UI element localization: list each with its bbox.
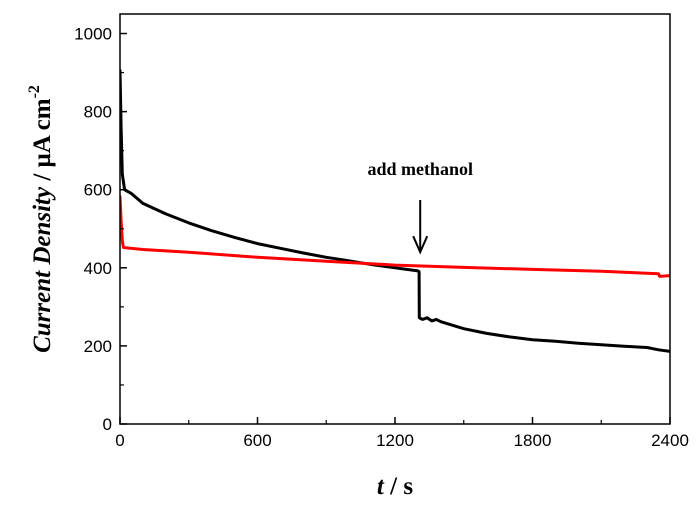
y-tick-label: 400	[84, 259, 112, 278]
plot-frame	[119, 13, 671, 425]
ticks-layer: 0 600 1200 1800 2400 0 200 400 600 800 1000	[74, 25, 689, 450]
x-tick-label: 600	[243, 431, 271, 450]
y-tick-label: 800	[84, 103, 112, 122]
series-line-2	[120, 195, 670, 278]
x-tick-label: 1200	[376, 431, 414, 450]
x-tick-label: 2400	[651, 431, 689, 450]
x-tick-label: 1800	[514, 431, 552, 450]
annotation-text: add methanol	[367, 159, 473, 179]
y-tick-label: 0	[103, 415, 112, 434]
y-tick-label: 600	[84, 181, 112, 200]
series-line-1	[120, 69, 670, 353]
y-tick-label: 200	[84, 337, 112, 356]
y-tick-label: 1000	[74, 25, 112, 44]
annotation-layer: add methanol	[367, 159, 473, 255]
x-axis-title: t / s	[377, 473, 413, 500]
annotation-arrow-head	[412, 235, 429, 255]
series-layer	[120, 69, 670, 353]
y-axis-title: Current Density / μA cm-2	[26, 85, 56, 353]
x-tick-label: 0	[115, 431, 124, 450]
